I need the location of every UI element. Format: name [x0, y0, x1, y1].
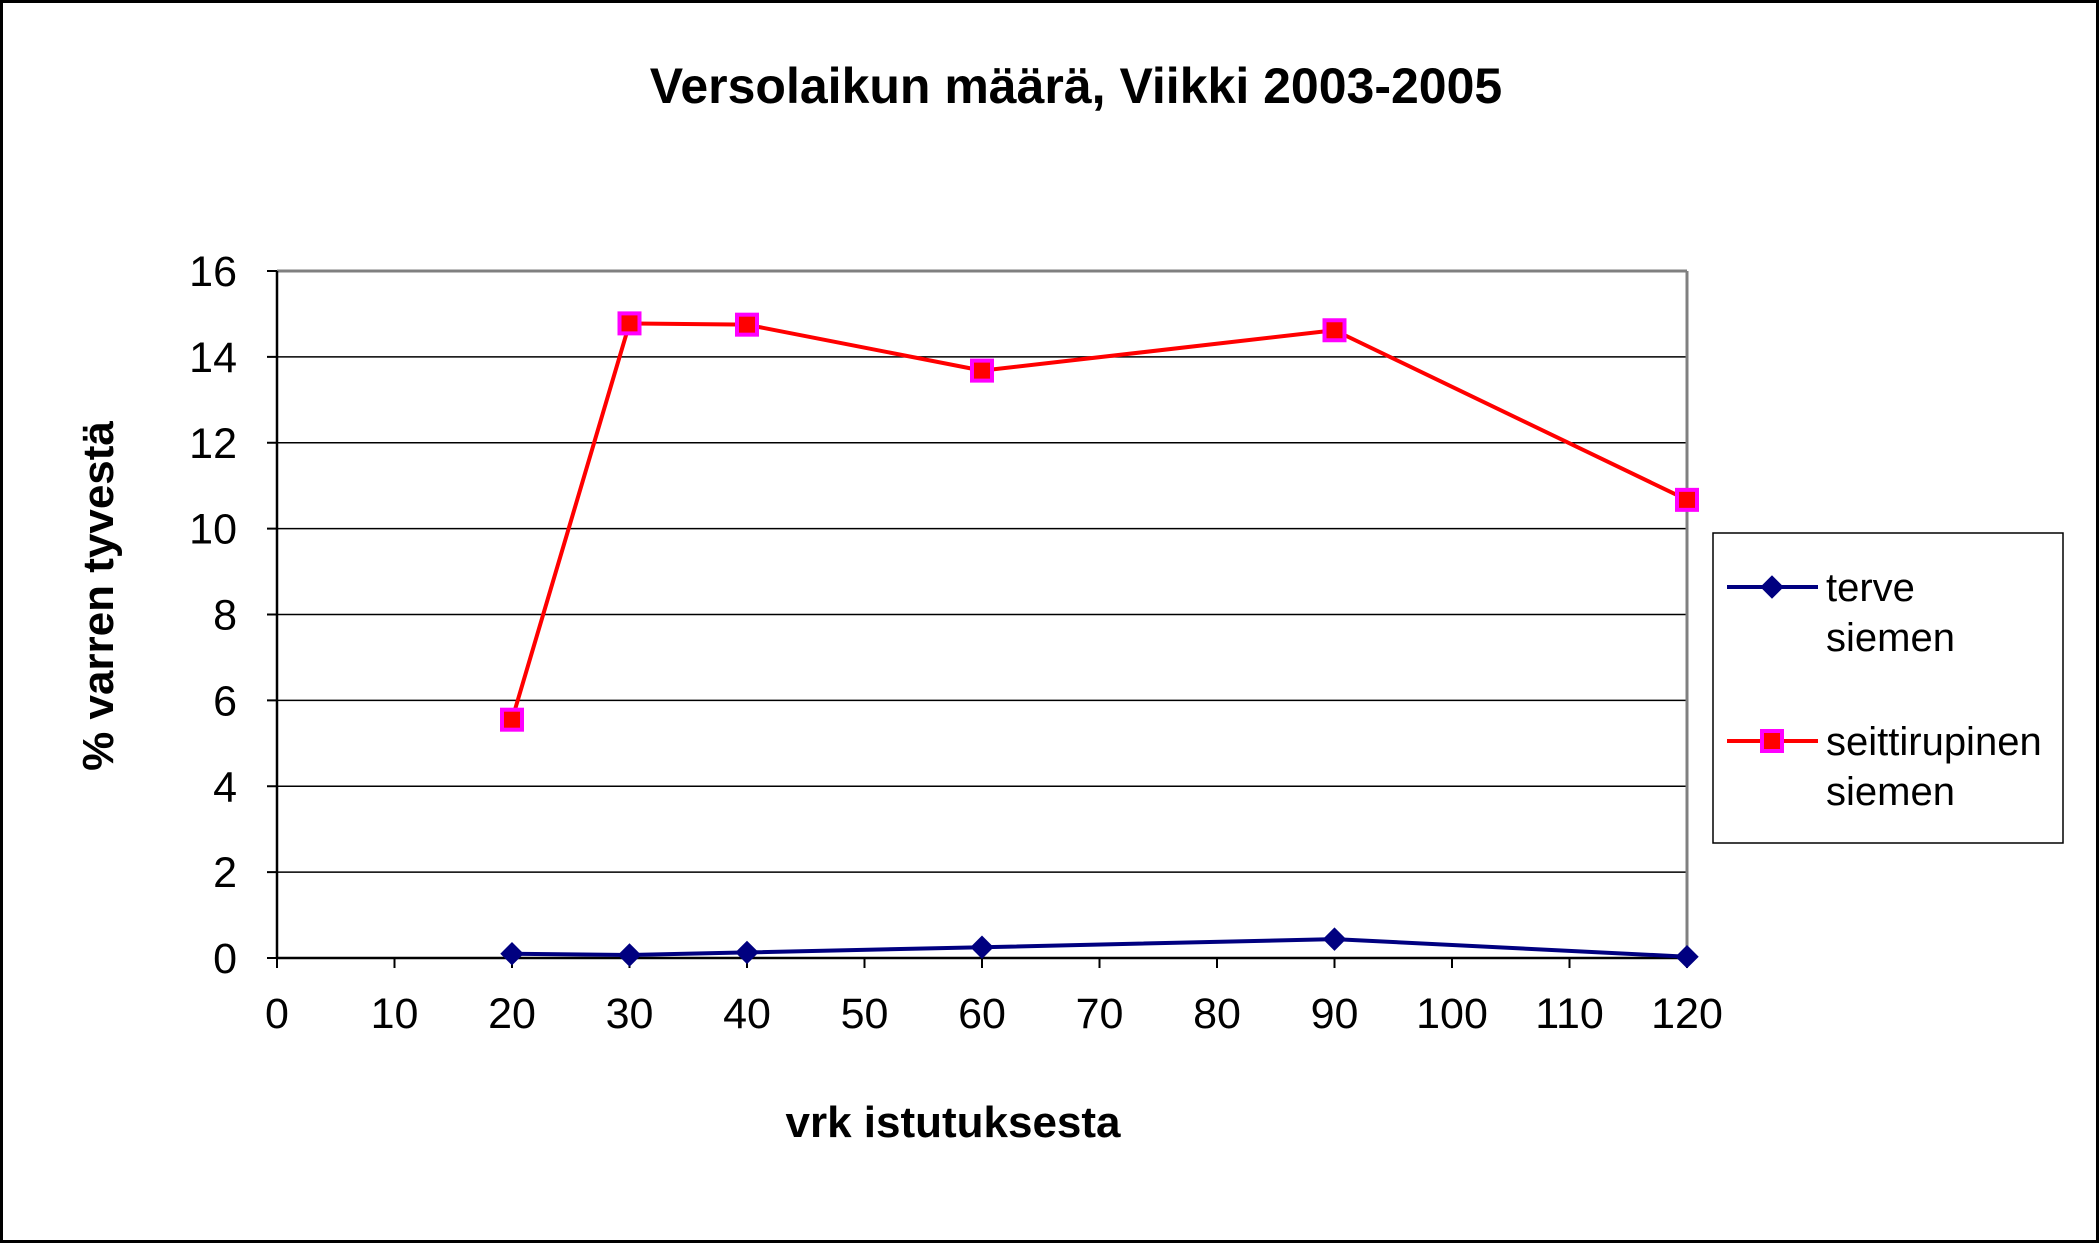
y-axis-title: % varren tyvestä: [74, 421, 123, 771]
y-tick-label-8: 16: [189, 248, 237, 296]
x-tick-label-2: 20: [488, 990, 536, 1038]
series-1-point-0: [500, 707, 524, 732]
y-tick-label-1: 2: [213, 849, 237, 897]
x-tick-label-10: 100: [1416, 990, 1488, 1038]
series-1-line: [510, 321, 1688, 721]
y-tick-label-4: 8: [213, 592, 237, 640]
legend-label-1-0: seittirupinen: [1826, 720, 2042, 764]
series-1-point-1: [617, 311, 642, 336]
series-1-point-4: [1322, 318, 1347, 343]
x-tick-label-4: 40: [723, 990, 771, 1038]
y-axis-ticks: 0 2 4 6 8 10 12 14 16: [189, 248, 277, 983]
x-tick-label-3: 30: [606, 990, 654, 1038]
legend-label-0-1: siemen: [1826, 616, 1955, 660]
x-tick-label-5: 50: [841, 990, 889, 1038]
series-0-point-4: [1322, 927, 1347, 951]
series-0: [500, 927, 1699, 969]
y-tick-label-2: 4: [213, 763, 237, 811]
series-0-point-0: [500, 941, 524, 966]
x-tick-label-0: 0: [265, 990, 289, 1038]
series-layer: [500, 311, 1699, 969]
series-0-point-1: [617, 943, 642, 967]
y-tick-label-7: 14: [189, 334, 237, 382]
series-0-point-5: [1675, 945, 1699, 969]
x-tick-label-7: 70: [1076, 990, 1124, 1038]
x-tick-label-9: 90: [1311, 990, 1359, 1038]
legend-label-0-0: terve: [1826, 566, 1915, 610]
series-0-line: [511, 937, 1688, 959]
series-0-point-2: [735, 940, 759, 965]
y-tick-label-5: 10: [189, 506, 237, 554]
series-0-point-3: [970, 935, 994, 959]
x-tick-label-11: 110: [1535, 990, 1604, 1038]
series-1-point-5: [1675, 487, 1699, 512]
legend-marker-1: [1760, 729, 1784, 753]
legend-label-1-1: siemen: [1826, 770, 1955, 814]
x-tick-label-1: 10: [371, 990, 419, 1038]
chart-title: Versolaikun määrä, Viikki 2003-2005: [650, 58, 1502, 114]
x-axis-ticks: 0 10 20 30 40 50 60 70 80 90 100 110 120: [265, 958, 1723, 1038]
y-tick-label-6: 12: [189, 420, 237, 468]
legend-marker-0: [1760, 575, 1784, 599]
y-tick-label-0: 0: [213, 935, 237, 983]
x-tick-label-12: 120: [1651, 990, 1723, 1038]
series-1-point-3: [970, 358, 994, 383]
y-tick-label-3: 6: [213, 677, 237, 725]
series-1: [500, 311, 1699, 732]
series-1-point-2: [735, 312, 759, 337]
x-tick-label-6: 60: [958, 990, 1006, 1038]
legend: terve siemen seittirupinen siemen: [1712, 532, 2064, 844]
x-axis-title: vrk istutuksesta: [785, 1098, 1121, 1147]
x-tick-label-8: 80: [1193, 990, 1241, 1038]
